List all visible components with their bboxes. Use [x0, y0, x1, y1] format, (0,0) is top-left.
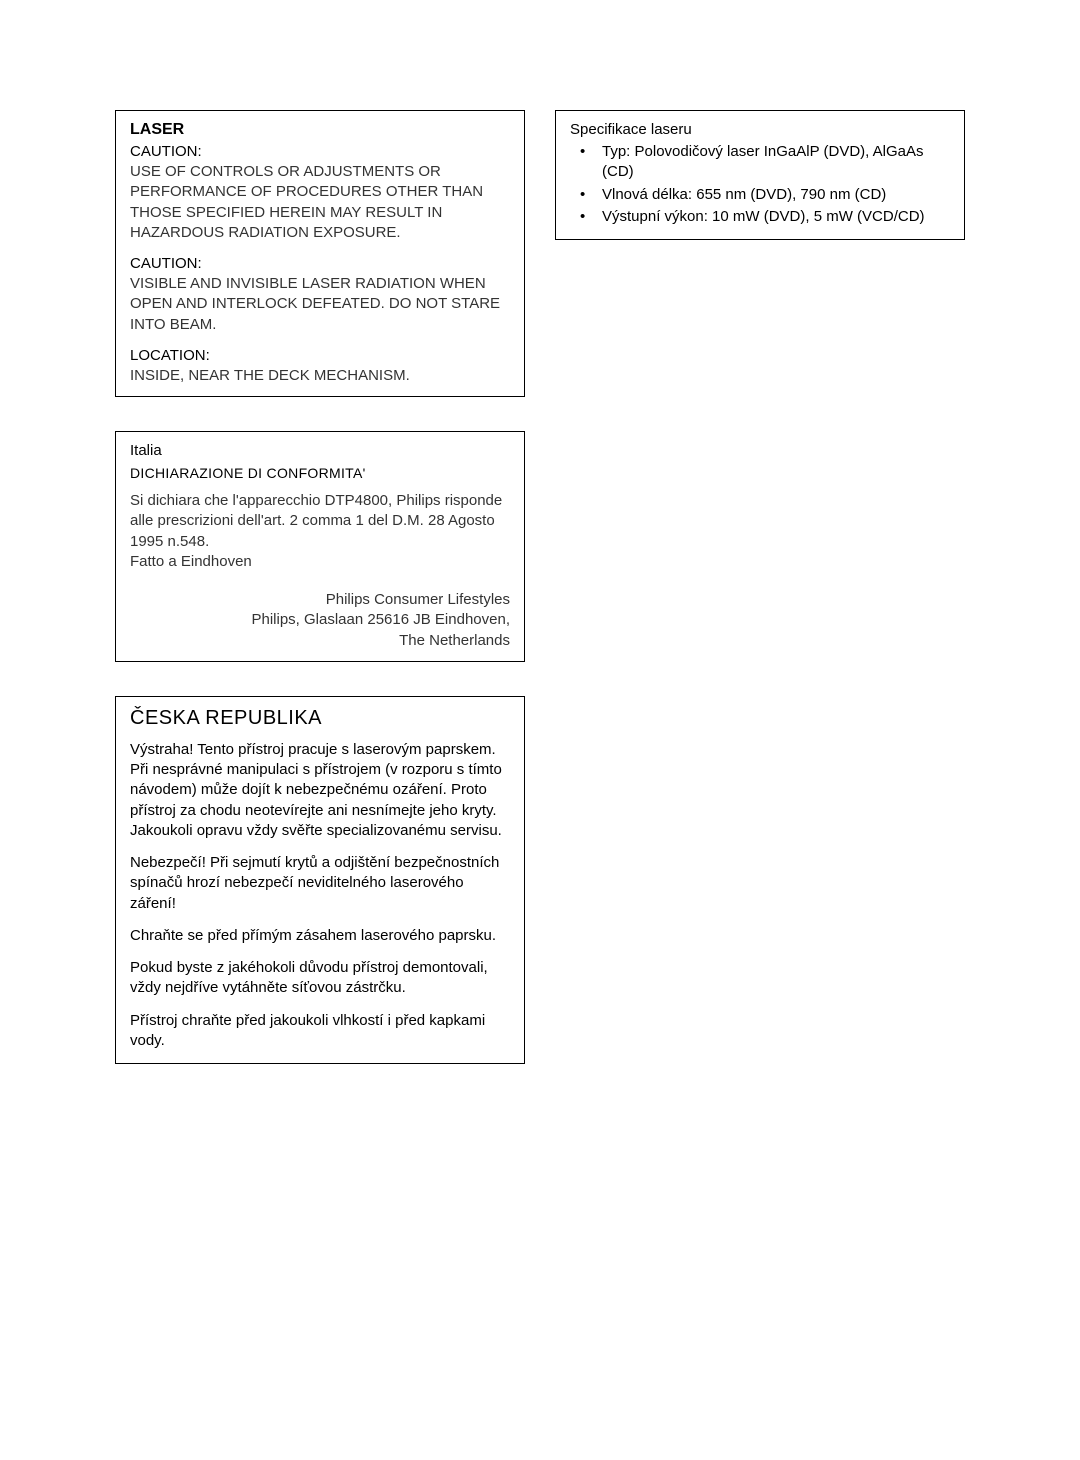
location-section: LOCATION: INSIDE, NEAR THE DECK MECHANIS… — [130, 347, 510, 386]
czech-p2: Nebezpečí! Při sejmutí krytů a odjištění… — [130, 853, 510, 914]
spec-item-2: Vlnová délka: 655 nm (DVD), 790 nm (CD) — [576, 185, 950, 205]
caution2-text: VISIBLE AND INVISIBLE LASER RADIATION WH… — [130, 274, 510, 335]
location-label: LOCATION: — [130, 347, 510, 364]
caution2-label: CAUTION: — [130, 255, 510, 272]
italia-box: Italia DICHIARAZIONE DI CONFORMITA' Si d… — [115, 431, 525, 662]
laser-title: LASER — [130, 121, 510, 139]
caution1-section: CAUTION: USE OF CONTROLS OR ADJUSTMENTS … — [130, 143, 510, 243]
right-column: Specifikace laseru Typ: Polovodičový las… — [555, 110, 965, 1400]
czech-title: ČESKA REPUBLIKA — [130, 707, 510, 730]
spec-list: Typ: Polovodičový laser InGaAlP (DVD), A… — [570, 142, 950, 227]
italia-title: Italia — [130, 442, 510, 459]
czech-p3: Chraňte se před přímým zásahem laserovéh… — [130, 926, 510, 946]
italia-signature: Philips Consumer Lifestyles Philips, Gla… — [130, 590, 510, 651]
italia-subtitle: DICHIARAZIONE DI CONFORMITA' — [130, 465, 510, 481]
czech-p4: Pokud byste z jakéhokoli důvodu přístroj… — [130, 958, 510, 999]
location-text: INSIDE, NEAR THE DECK MECHANISM. — [130, 366, 510, 386]
italia-body: Si dichiara che l'apparecchio DTP4800, P… — [130, 491, 510, 552]
czech-box: ČESKA REPUBLIKA Výstraha! Tento přístroj… — [115, 696, 525, 1064]
laser-box: LASER CAUTION: USE OF CONTROLS OR ADJUST… — [115, 110, 525, 397]
italia-sig1: Philips Consumer Lifestyles — [130, 590, 510, 610]
italia-sig3: The Netherlands — [130, 631, 510, 651]
spec-item-1: Typ: Polovodičový laser InGaAlP (DVD), A… — [576, 142, 950, 183]
caution2-section: CAUTION: VISIBLE AND INVISIBLE LASER RAD… — [130, 255, 510, 335]
left-column: LASER CAUTION: USE OF CONTROLS OR ADJUST… — [115, 110, 525, 1400]
spec-title: Specifikace laseru — [570, 121, 950, 138]
spec-box: Specifikace laseru Typ: Polovodičový las… — [555, 110, 965, 240]
caution1-label: CAUTION: — [130, 143, 510, 160]
caution1-text: USE OF CONTROLS OR ADJUSTMENTS OR PERFOR… — [130, 162, 510, 243]
czech-p5: Přístroj chraňte před jakoukoli vlhkostí… — [130, 1011, 510, 1052]
italia-fatto: Fatto a Eindhoven — [130, 552, 510, 572]
spec-item-3: Výstupní výkon: 10 mW (DVD), 5 mW (VCD/C… — [576, 207, 950, 227]
czech-p1: Výstraha! Tento přístroj pracuje s laser… — [130, 740, 510, 841]
italia-sig2: Philips, Glaslaan 25616 JB Eindhoven, — [130, 610, 510, 630]
